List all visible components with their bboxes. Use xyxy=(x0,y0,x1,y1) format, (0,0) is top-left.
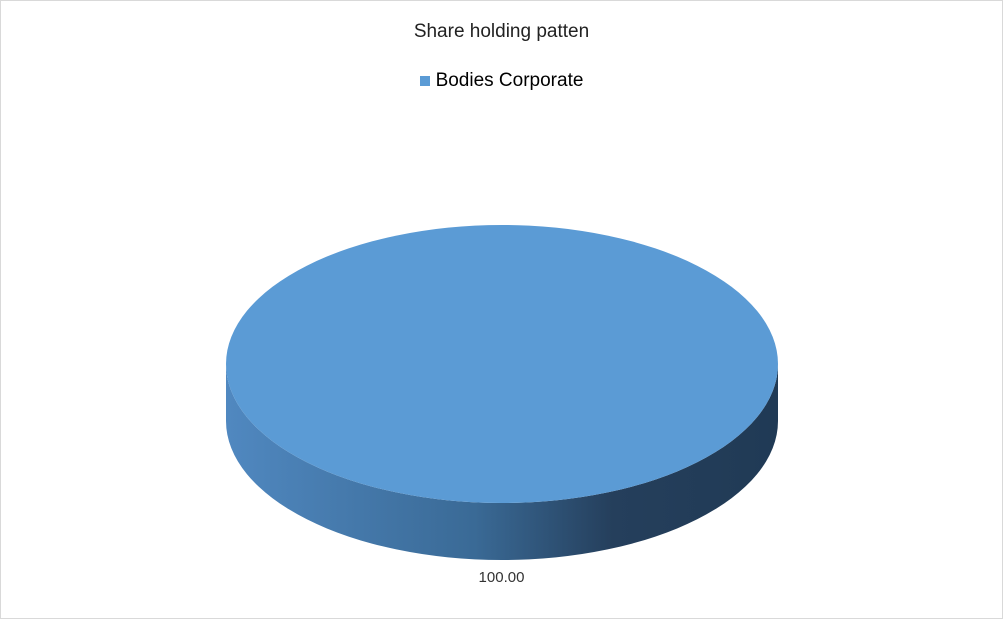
chart-title: Share holding patten xyxy=(413,21,590,42)
legend: Bodies Corporate xyxy=(1,70,1002,92)
pie-slice-side-bodies-corporate xyxy=(226,364,778,560)
legend-swatch xyxy=(419,76,430,86)
data-label: 100.00 xyxy=(478,569,525,586)
pie-slice-bodies-corporate xyxy=(226,225,778,503)
legend-label: Bodies Corporate xyxy=(435,70,584,91)
